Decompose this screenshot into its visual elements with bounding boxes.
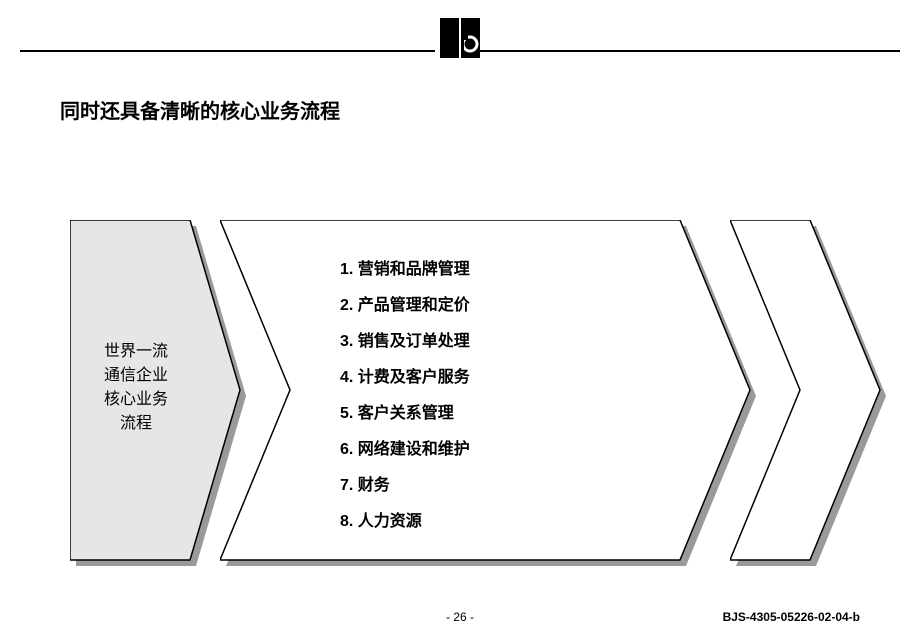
mid-arrow-block: 1. 营销和品牌管理 2. 产品管理和定价 3. 销售及订单处理 4. 计费及客… [220, 220, 720, 560]
right-arrow-shape [730, 220, 880, 560]
header-rule-right [480, 50, 900, 52]
right-arrow-block [730, 220, 870, 560]
slide-page: 同时还具备清晰的核心业务流程 世界一流 通信企业 核心业务 流程 [0, 0, 920, 638]
list-item: 5. 客户关系管理 [340, 396, 600, 432]
left-line-1: 世界一流 [86, 340, 186, 364]
list-item: 6. 网络建设和维护 [340, 432, 600, 468]
left-line-4: 流程 [86, 412, 186, 436]
left-line-3: 核心业务 [86, 388, 186, 412]
list-item: 2. 产品管理和定价 [340, 288, 600, 324]
list-item: 1. 营销和品牌管理 [340, 252, 600, 288]
left-arrow-block: 世界一流 通信企业 核心业务 流程 [70, 220, 210, 560]
left-arrow-text: 世界一流 通信企业 核心业务 流程 [86, 340, 186, 436]
process-diagram: 世界一流 通信企业 核心业务 流程 1. 营销和品牌管理 2. 产品管理和定价 … [70, 220, 870, 560]
header-rule-left [20, 50, 435, 52]
slide-title: 同时还具备清晰的核心业务流程 [60, 95, 340, 124]
footer-code: BJS-4305-05226-02-04-b [723, 610, 860, 624]
logo [440, 18, 480, 58]
list-item: 3. 销售及订单处理 [340, 324, 600, 360]
list-item: 8. 人力资源 [340, 504, 600, 540]
left-line-2: 通信企业 [86, 364, 186, 388]
list-item: 7. 财务 [340, 468, 600, 504]
process-list: 1. 营销和品牌管理 2. 产品管理和定价 3. 销售及订单处理 4. 计费及客… [340, 252, 600, 540]
list-item: 4. 计费及客户服务 [340, 360, 600, 396]
